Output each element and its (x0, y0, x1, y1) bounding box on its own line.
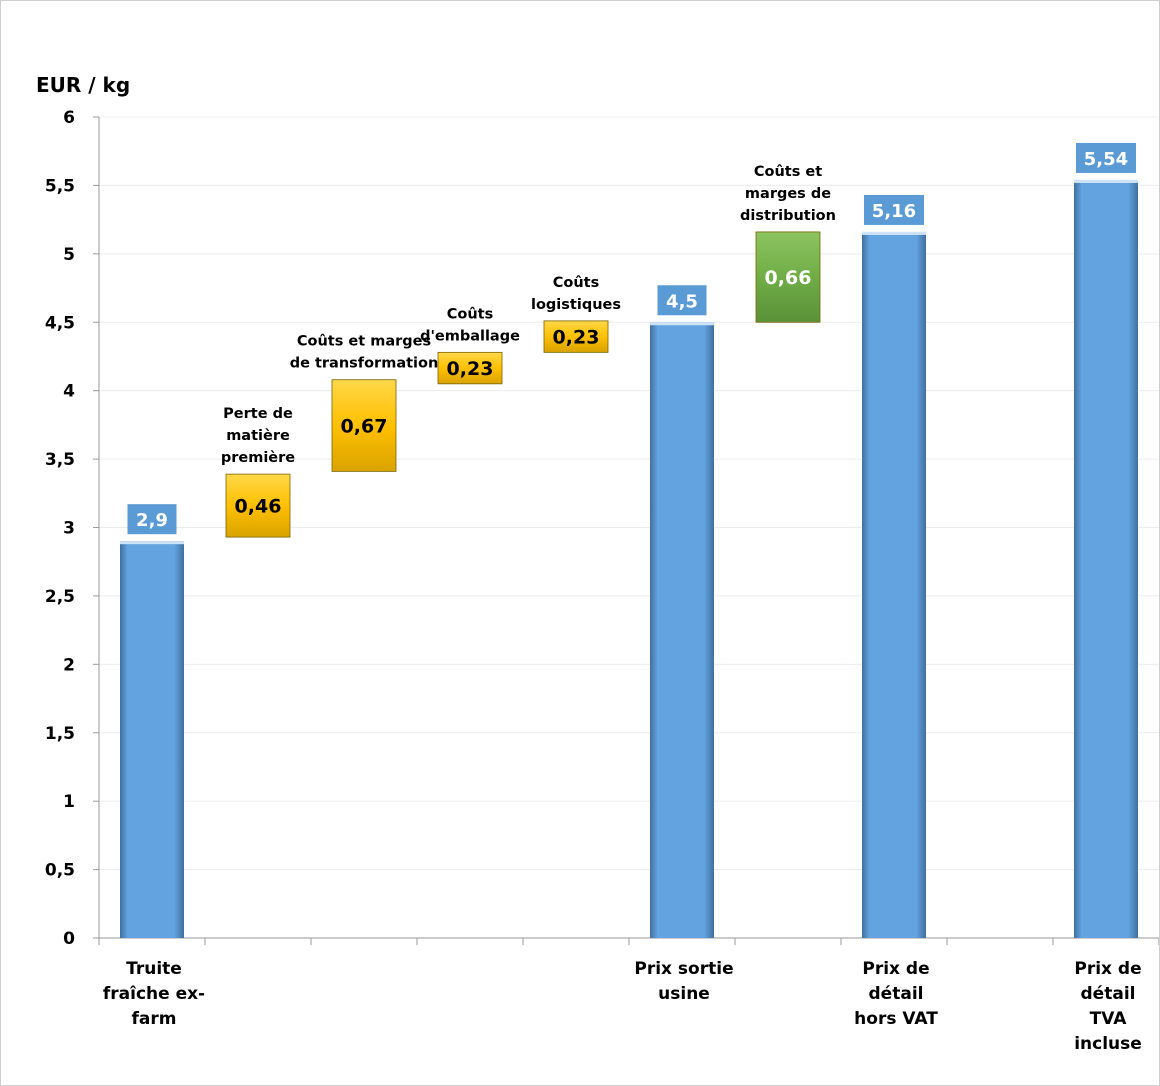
category-label: TVA (1090, 1009, 1128, 1029)
value-label: 0,23 (447, 358, 494, 380)
category-label: farm (132, 1009, 177, 1029)
y-tick-label: 2 (63, 655, 75, 675)
category-label: Prix de (862, 959, 929, 979)
annotation-label: première (221, 450, 295, 466)
annotation-label: Coûts et (754, 164, 822, 180)
value-label: 0,67 (341, 416, 388, 438)
bars: 2,9 0,46 Perte de matière première 0,67 Coûts … (120, 142, 1138, 938)
category-label: hors VAT (854, 1009, 938, 1029)
total-bar-top-highlight (650, 322, 714, 326)
value-label: 0,46 (235, 496, 282, 518)
y-tick-label: 5,5 (45, 176, 75, 196)
value-label-box (127, 504, 177, 535)
y-tick-label: 4,5 (45, 313, 75, 333)
category-label: incluse (1074, 1034, 1142, 1054)
step-bar (437, 351, 503, 385)
annotation-label: Coûts (447, 306, 494, 322)
category-label: fraîche ex- (103, 984, 205, 1004)
category-label: usine (658, 984, 710, 1004)
step-bar (755, 231, 821, 323)
total-bar (862, 231, 926, 938)
annotation-label: Perte de (223, 406, 293, 422)
value-label: 0,66 (765, 267, 812, 289)
y-tick-label: 4 (63, 382, 75, 402)
total-bar-top-highlight (862, 231, 926, 235)
annotation-label: logistiques (531, 297, 621, 313)
annotation-label: distribution (740, 208, 836, 224)
step-bar (543, 320, 609, 353)
category-label: Truite (126, 959, 182, 979)
total-bar (120, 541, 184, 938)
step-bar (225, 473, 291, 538)
value-label: 5,16 (872, 201, 916, 222)
y-tick-label: 0,5 (45, 861, 75, 881)
y-tick-label: 6 (63, 108, 75, 128)
category-labels: Truite fraîche ex-farm Prix sortie usine Pri… (103, 959, 1142, 1054)
y-tick-labels: 0 0,5 1 1,5 2 2,5 3 3,5 4 4,5 5 5,5 6 (45, 108, 75, 949)
value-label-box (657, 285, 707, 316)
annotation-label: marges de (745, 186, 831, 202)
annotation-label: Coûts et marges (297, 334, 431, 350)
total-bar (650, 322, 714, 938)
step-bar (331, 379, 397, 472)
value-label: 0,23 (553, 327, 600, 349)
y-tick-label: 3 (63, 519, 75, 539)
category-label: Prix de (1074, 959, 1141, 979)
y-axis-unit-label: EUR / kg (36, 73, 130, 97)
y-tick-label: 1 (63, 792, 75, 812)
annotation-label: Coûts (553, 275, 600, 291)
y-tick-label: 2,5 (45, 587, 75, 607)
category-label: détail (1081, 984, 1136, 1004)
value-label: 4,5 (666, 291, 698, 312)
y-tick-label: 3,5 (45, 450, 75, 470)
total-bar-top-highlight (1074, 179, 1138, 183)
annotation-label: d'emballage (420, 328, 520, 344)
total-bar (1074, 179, 1138, 938)
y-tick-label: 0 (63, 929, 75, 949)
category-label: Prix sortie (634, 959, 733, 979)
y-tick-label: 5 (63, 245, 75, 265)
axes (93, 116, 1159, 945)
y-tick-label: 1,5 (45, 724, 75, 744)
value-label-box (864, 194, 924, 225)
value-label: 2,9 (136, 510, 168, 531)
annotation-label: matière (226, 428, 290, 444)
value-label: 5,54 (1084, 149, 1128, 170)
total-bar-top-highlight (120, 541, 184, 545)
value-label-box (1076, 142, 1136, 173)
annotation-label: de transformation (290, 356, 439, 372)
category-label: détail (869, 984, 924, 1004)
